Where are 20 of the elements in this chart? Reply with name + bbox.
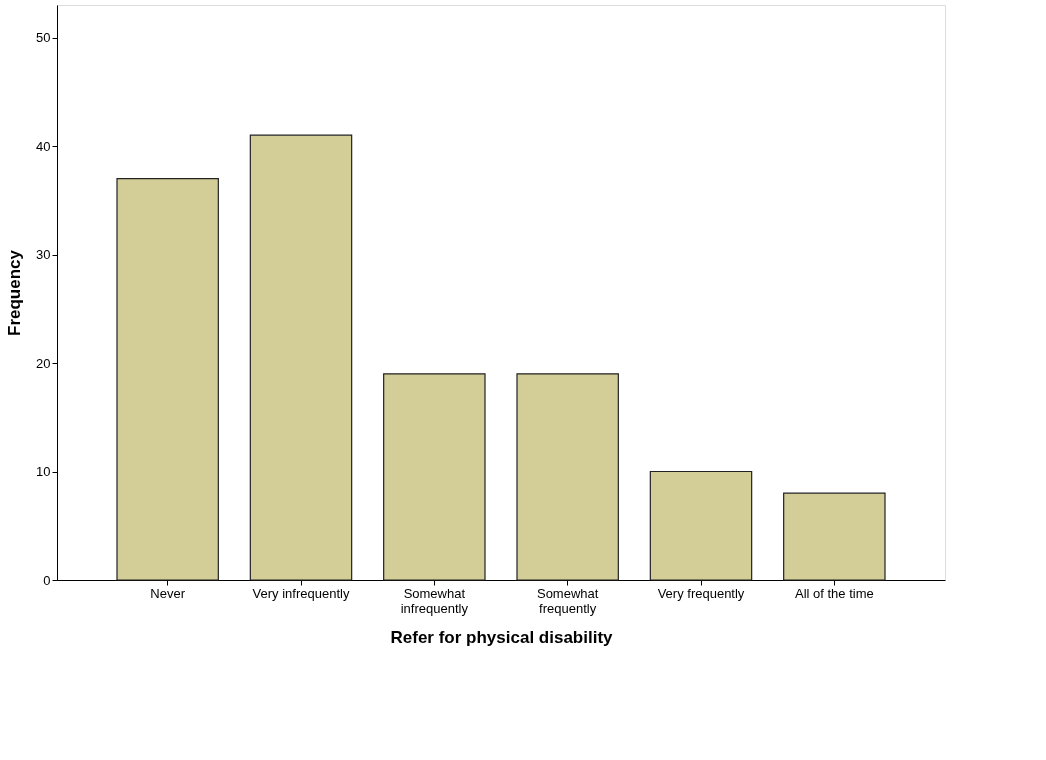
bar <box>383 373 486 581</box>
x-axis-title: Refer for physical disability <box>390 627 614 647</box>
x-tick-label: Somewhat infrequently <box>400 585 469 616</box>
x-tick-label: Somewhat frequently <box>536 585 599 616</box>
x-tick-label: All of the time <box>794 585 874 601</box>
y-tick-label: 10 <box>36 464 51 480</box>
y-tick-label: 20 <box>36 355 51 371</box>
x-tick-label: Very frequently <box>657 585 745 601</box>
bar <box>516 373 619 581</box>
y-tick-label: 0 <box>43 572 51 588</box>
x-tick-label: Never <box>150 585 186 601</box>
bar <box>116 177 219 581</box>
y-tick-label: 50 <box>36 30 51 46</box>
y-tick-label: 40 <box>36 138 51 154</box>
y-tick-label: 30 <box>36 247 51 263</box>
x-tick-label: Very infrequently <box>252 585 350 601</box>
bar <box>649 470 753 581</box>
bar <box>783 492 886 581</box>
bar <box>249 134 353 581</box>
y-axis-title: Frequency <box>5 249 25 336</box>
